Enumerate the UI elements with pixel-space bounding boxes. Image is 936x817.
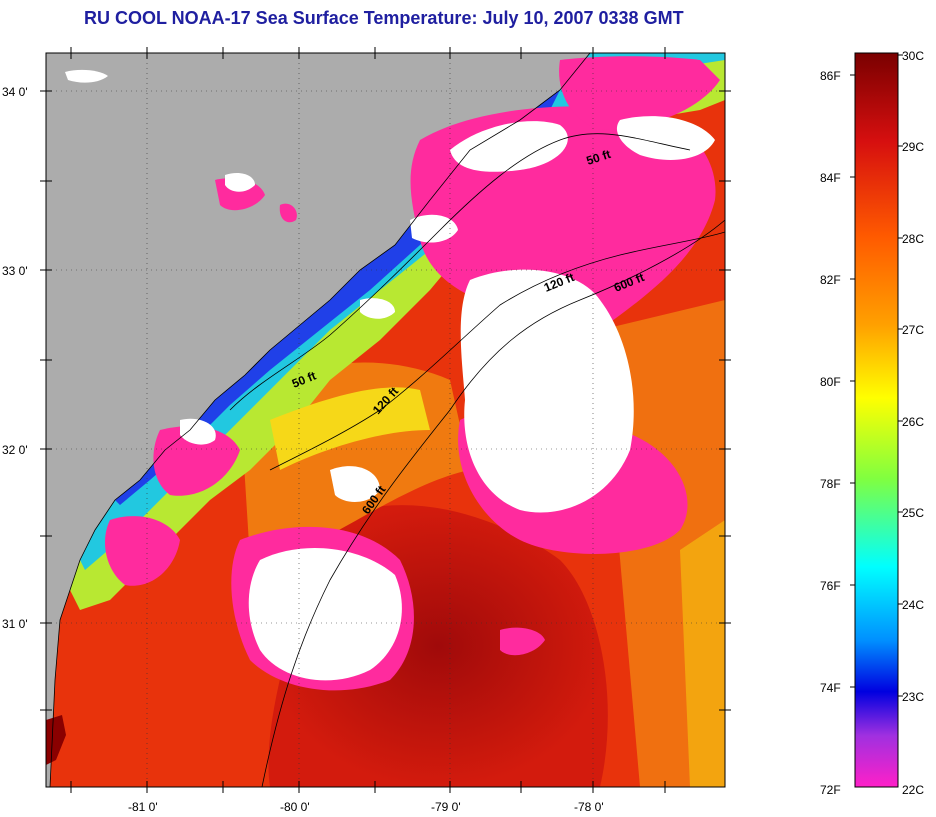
lat-label-31: 31 0' (2, 617, 28, 631)
colorbar-c-26: 26C (902, 415, 924, 429)
colorbar-f-78: 78F (820, 477, 841, 491)
colorbar-c-27: 27C (902, 323, 924, 337)
colorbar-f-76: 76F (820, 579, 841, 593)
lat-label-32: 32 0' (2, 443, 28, 457)
lat-ticks (40, 90, 731, 711)
graticule (46, 53, 725, 787)
colorbar-c-23: 23C (902, 690, 924, 704)
lon-label-81: -81 0' (128, 800, 158, 814)
colorbar-f-74: 74F (820, 681, 841, 695)
colorbar-c-29: 29C (902, 140, 924, 154)
depth-contours (229, 133, 725, 787)
colorbar-f-84: 84F (820, 171, 841, 185)
colorbar-c-28: 28C (902, 232, 924, 246)
cloud-patches (65, 69, 715, 681)
colorbar-f-86: 86F (820, 69, 841, 83)
lat-label-33: 33 0' (2, 264, 28, 278)
colorbar-c-24: 24C (902, 598, 924, 612)
colorbar-f-72: 72F (820, 783, 841, 797)
lon-label-78: -78 0' (574, 800, 604, 814)
colorbar-gradient (854, 52, 899, 788)
colorbar-f-80: 80F (820, 375, 841, 389)
colorbar-c-30: 30C (902, 49, 924, 63)
lat-label-34: 34 0' (2, 85, 28, 99)
land-mass (46, 53, 590, 787)
colorbar-c-25: 25C (902, 506, 924, 520)
map-area (46, 53, 725, 787)
lon-label-80: -80 0' (280, 800, 310, 814)
map-title: RU COOL NOAA-17 Sea Surface Temperature:… (84, 8, 684, 28)
lon-ticks (70, 47, 666, 793)
map-frame (45, 52, 726, 788)
colorbar-c-22: 22C (902, 783, 924, 797)
lon-label-79: -79 0' (431, 800, 461, 814)
colorbar-f-82: 82F (820, 273, 841, 287)
colorbar: 86F 84F 82F 80F 78F 76F 74F 72F 30C 29C … (820, 49, 924, 797)
